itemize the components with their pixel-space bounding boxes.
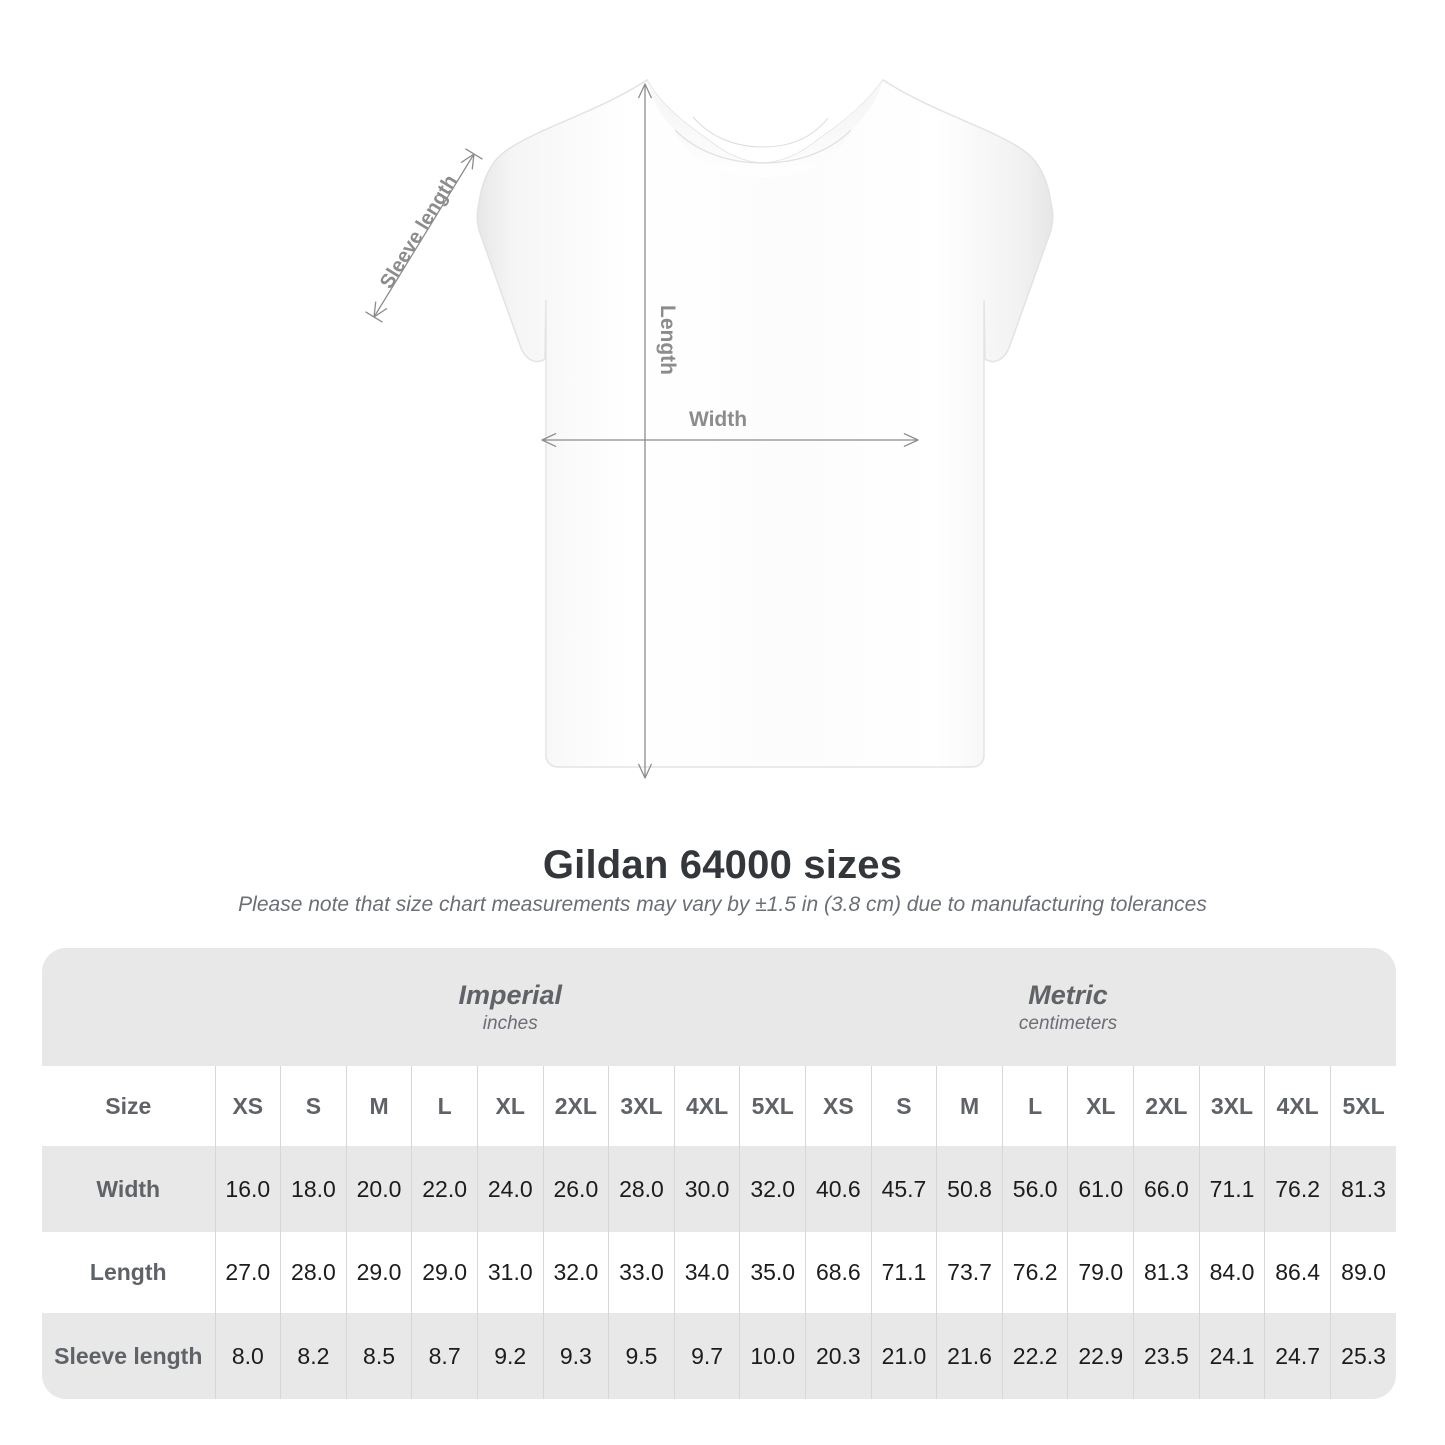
svg-text:Length: Length — [656, 305, 679, 375]
svg-text:Width: Width — [689, 408, 747, 431]
svg-text:Sleeve length: Sleeve length — [376, 171, 462, 292]
